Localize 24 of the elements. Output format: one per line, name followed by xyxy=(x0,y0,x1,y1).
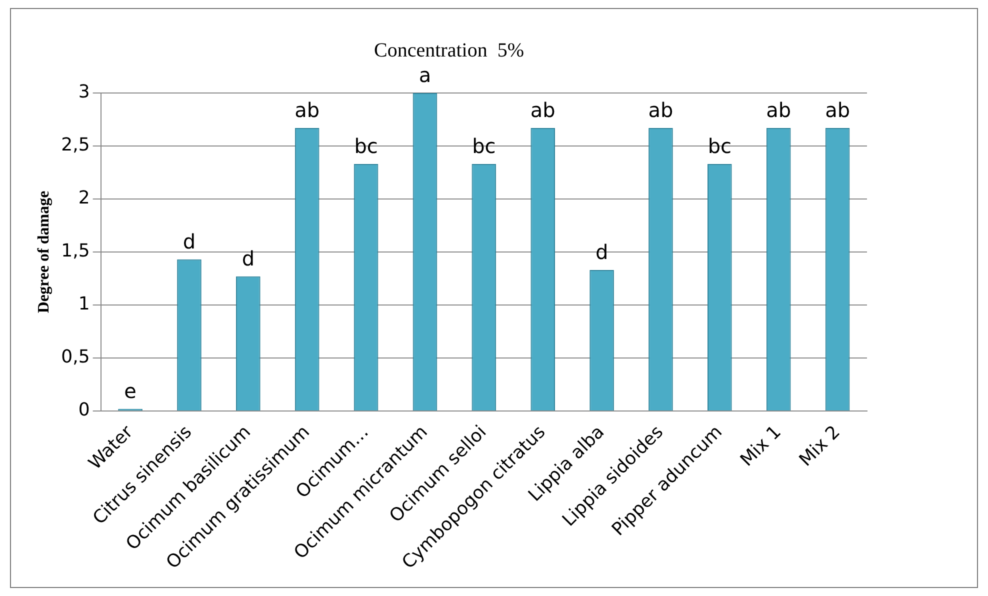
annotation: ab xyxy=(648,98,674,122)
annotation: ab xyxy=(766,98,792,122)
y-tick-label: 1 xyxy=(78,294,90,315)
annotation: bc xyxy=(472,134,496,158)
annotation: ab xyxy=(530,98,556,122)
annotation: ab xyxy=(294,98,320,122)
x-tick-label: Mix 2 xyxy=(795,422,844,471)
y-tick-label: 0,5 xyxy=(61,346,90,368)
y-tick-label: 2 xyxy=(78,188,90,209)
y-tick-label: 1,5 xyxy=(61,240,90,262)
x-tick-label: Mix 1 xyxy=(736,422,786,471)
y-tick-label: 3 xyxy=(78,82,90,103)
chart-title: Concentration 5% xyxy=(374,39,524,62)
annotation: ab xyxy=(825,98,850,122)
annotation: bc xyxy=(708,134,732,158)
y-tick-label: 0 xyxy=(78,400,90,421)
y-axis-title: Degree of damage xyxy=(36,190,53,314)
annotation: e xyxy=(124,379,136,404)
annotation: bc xyxy=(354,134,378,158)
annotation: a xyxy=(418,63,432,88)
annotation: d xyxy=(182,230,196,254)
y-tick-label: 2,5 xyxy=(61,134,90,156)
annotation: d xyxy=(242,246,255,271)
annotation: d xyxy=(595,240,608,264)
